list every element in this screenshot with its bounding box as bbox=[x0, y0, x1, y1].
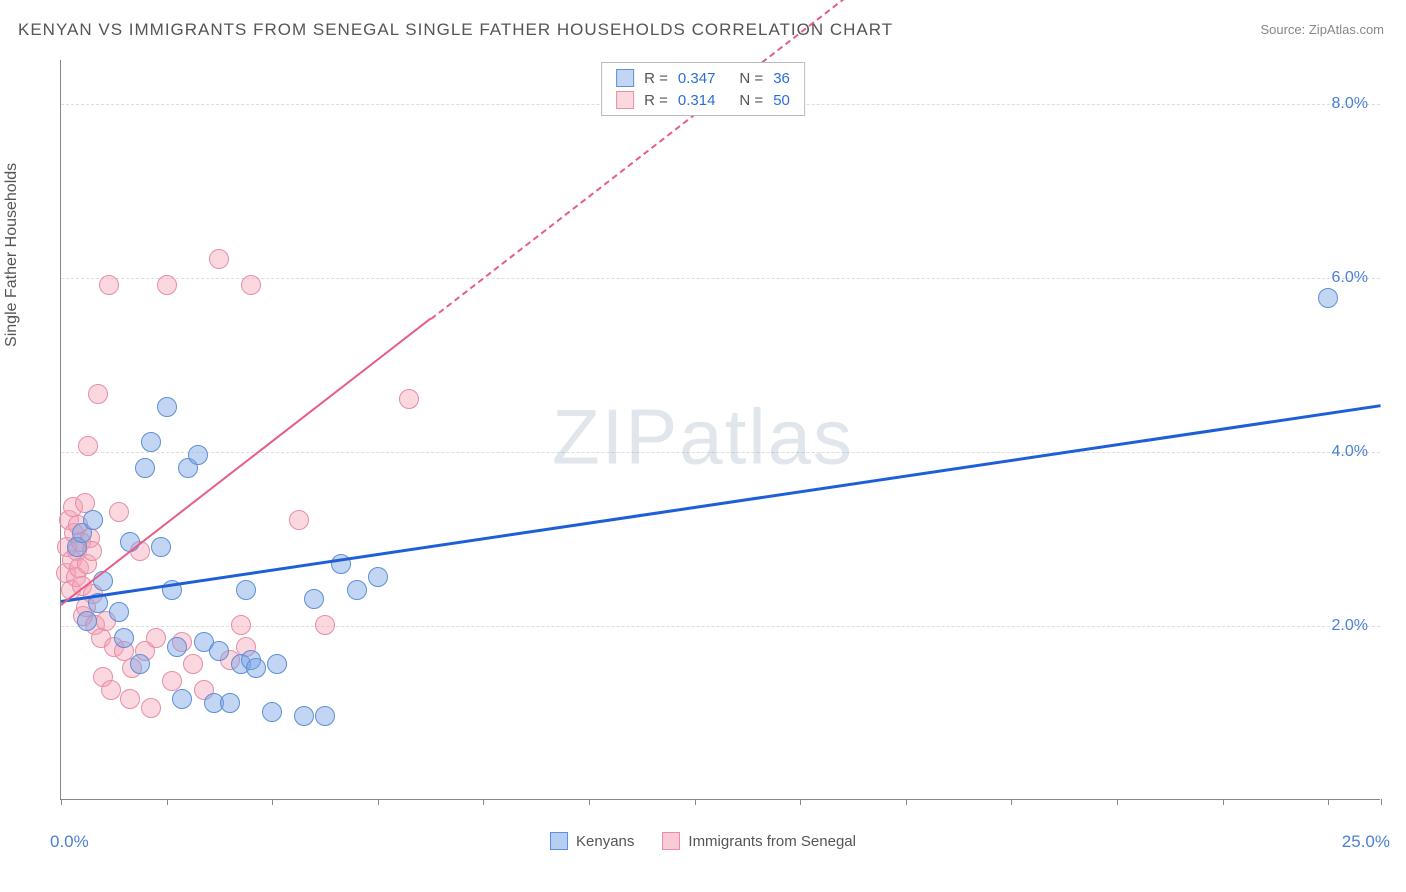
scatter-point bbox=[109, 602, 129, 622]
x-tick bbox=[378, 799, 379, 805]
legend-n-label: N = bbox=[739, 70, 763, 87]
x-tick bbox=[906, 799, 907, 805]
x-tick bbox=[1328, 799, 1329, 805]
chart-title: KENYAN VS IMMIGRANTS FROM SENEGAL SINGLE… bbox=[18, 20, 893, 40]
scatter-point bbox=[236, 580, 256, 600]
scatter-point bbox=[209, 641, 229, 661]
scatter-point bbox=[101, 680, 121, 700]
x-axis-max-label: 25.0% bbox=[1342, 832, 1390, 852]
scatter-point bbox=[241, 275, 261, 295]
scatter-point bbox=[347, 580, 367, 600]
scatter-point bbox=[220, 693, 240, 713]
legend-correlation: R = 0.347 N = 36 R = 0.314 N = 50 bbox=[601, 62, 805, 116]
scatter-point bbox=[141, 698, 161, 718]
legend-series-label: Kenyans bbox=[576, 833, 634, 850]
trend-line bbox=[60, 318, 431, 606]
trend-line bbox=[430, 0, 1382, 319]
legend-swatch bbox=[662, 832, 680, 850]
x-tick bbox=[1223, 799, 1224, 805]
x-tick bbox=[167, 799, 168, 805]
scatter-point bbox=[141, 432, 161, 452]
scatter-point bbox=[99, 275, 119, 295]
scatter-point bbox=[151, 537, 171, 557]
scatter-point bbox=[1318, 288, 1338, 308]
plot-area: 2.0% 4.0% 6.0% 8.0% bbox=[60, 60, 1380, 800]
scatter-point bbox=[172, 689, 192, 709]
scatter-point bbox=[304, 589, 324, 609]
scatter-point bbox=[88, 384, 108, 404]
legend-swatch bbox=[616, 91, 634, 109]
x-tick bbox=[272, 799, 273, 805]
legend-series-label: Immigrants from Senegal bbox=[688, 833, 856, 850]
legend-r-label: R = bbox=[644, 70, 668, 87]
x-tick bbox=[61, 799, 62, 805]
scatter-point bbox=[114, 628, 134, 648]
legend-series-item: Immigrants from Senegal bbox=[662, 832, 856, 850]
scatter-point bbox=[167, 637, 187, 657]
scatter-point bbox=[157, 275, 177, 295]
scatter-point bbox=[289, 510, 309, 530]
legend-r-label: R = bbox=[644, 92, 668, 109]
legend-swatch bbox=[550, 832, 568, 850]
legend-n-value: 50 bbox=[773, 92, 790, 109]
legend-row: R = 0.347 N = 36 bbox=[602, 67, 804, 89]
x-tick bbox=[589, 799, 590, 805]
scatter-point bbox=[183, 654, 203, 674]
x-tick bbox=[695, 799, 696, 805]
scatter-point bbox=[188, 445, 208, 465]
legend-n-label: N = bbox=[739, 92, 763, 109]
y-tick-label: 8.0% bbox=[1332, 95, 1368, 113]
scatter-point bbox=[77, 611, 97, 631]
legend-row: R = 0.314 N = 50 bbox=[602, 89, 804, 111]
y-axis-title: Single Father Households bbox=[3, 163, 21, 347]
scatter-point bbox=[294, 706, 314, 726]
scatter-point bbox=[135, 458, 155, 478]
legend-swatch bbox=[616, 69, 634, 87]
scatter-point bbox=[93, 571, 113, 591]
scatter-point bbox=[231, 615, 251, 635]
x-tick bbox=[1011, 799, 1012, 805]
scatter-point bbox=[120, 689, 140, 709]
legend-r-value: 0.347 bbox=[678, 70, 716, 87]
x-tick bbox=[1117, 799, 1118, 805]
trend-line bbox=[61, 404, 1381, 603]
scatter-point bbox=[246, 658, 266, 678]
scatter-point bbox=[146, 628, 166, 648]
y-tick-label: 6.0% bbox=[1332, 269, 1368, 287]
scatter-point bbox=[78, 436, 98, 456]
scatter-point bbox=[109, 502, 129, 522]
scatter-point bbox=[315, 615, 335, 635]
scatter-point bbox=[267, 654, 287, 674]
scatter-point bbox=[130, 654, 150, 674]
scatter-point bbox=[262, 702, 282, 722]
legend-n-value: 36 bbox=[773, 70, 790, 87]
x-tick bbox=[1381, 799, 1382, 805]
scatter-point bbox=[157, 397, 177, 417]
y-tick-label: 4.0% bbox=[1332, 443, 1368, 461]
scatter-point bbox=[83, 510, 103, 530]
legend-r-value: 0.314 bbox=[678, 92, 716, 109]
scatter-point bbox=[209, 249, 229, 269]
legend-series: Kenyans Immigrants from Senegal bbox=[550, 832, 856, 850]
x-tick bbox=[483, 799, 484, 805]
x-tick bbox=[800, 799, 801, 805]
y-tick-label: 2.0% bbox=[1332, 617, 1368, 635]
x-axis-min-label: 0.0% bbox=[50, 832, 89, 852]
scatter-point bbox=[368, 567, 388, 587]
legend-series-item: Kenyans bbox=[550, 832, 634, 850]
source-attribution: Source: ZipAtlas.com bbox=[1260, 22, 1384, 37]
scatter-point bbox=[399, 389, 419, 409]
gridline bbox=[61, 626, 1380, 627]
scatter-point bbox=[315, 706, 335, 726]
